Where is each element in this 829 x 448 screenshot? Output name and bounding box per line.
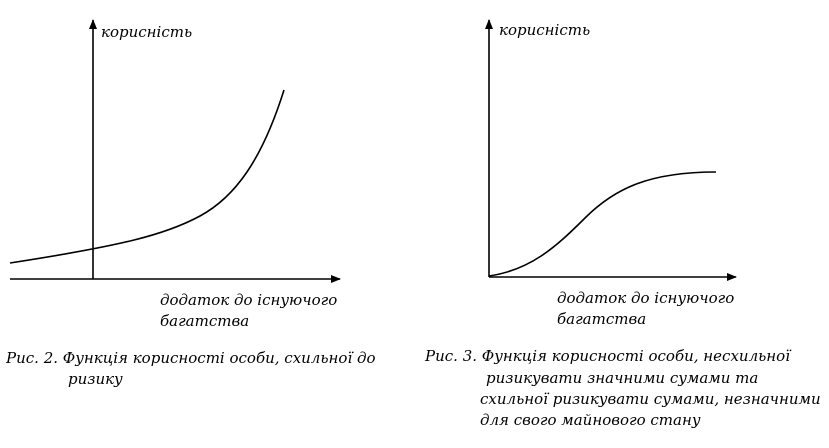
figure-right-x-axis-label-line2: багатства (557, 310, 647, 328)
figure-right-caption-line2: ризикувати значними сумами та (486, 369, 759, 387)
figure-right-diagram (485, 19, 737, 281)
figure-right-caption-line1: Рис. 3. Функція корисності особи, несхил… (425, 347, 790, 365)
figure-right-utility-curve (488, 171, 717, 277)
figure-right-y-axis-label: корисність (499, 21, 591, 39)
figure-left-utility-curve (9, 89, 285, 264)
figure-right-caption-line3: схильної ризикувати сумами, незначними (480, 390, 821, 408)
figure-left-diagram (9, 19, 341, 283)
figure-left-x-axis-label-line1: додаток до існуючого (160, 291, 338, 309)
figure-left-x-axis-label-line2: багатства (160, 312, 250, 330)
figure-left-caption-line1: Рис. 2. Функція корисності особи, схильн… (6, 349, 376, 367)
figure-right-x-axis-label-line1: додаток до існуючого (557, 289, 735, 307)
figure-left-caption-line2: ризику (68, 370, 123, 388)
figure-right-caption-line4: для свого майнового стану (480, 411, 701, 429)
figure-left-y-axis-label: корисність (101, 23, 193, 41)
